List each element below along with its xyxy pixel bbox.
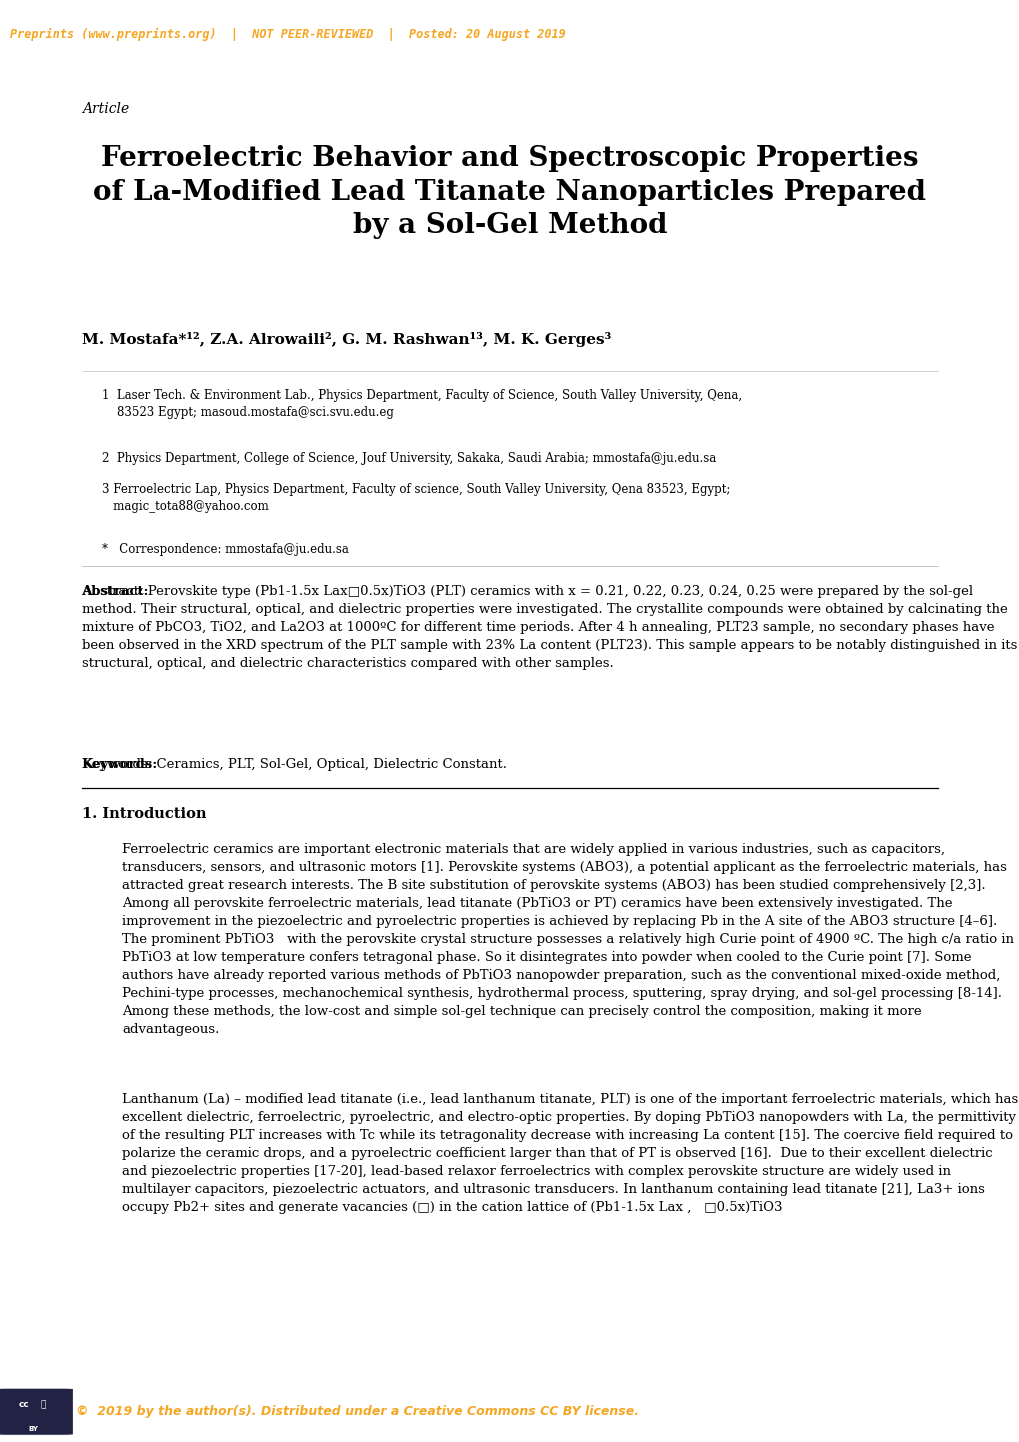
Text: Abstract:: Abstract: xyxy=(82,584,149,597)
FancyBboxPatch shape xyxy=(0,1389,73,1435)
Text: M. Mostafa*¹², Z.A. Alrowaili², G. M. Rashwan¹³, M. K. Gerges³: M. Mostafa*¹², Z.A. Alrowaili², G. M. Ra… xyxy=(82,332,610,346)
Text: ©  2019 by the author(s). Distributed under a Creative Commons CC BY license.: © 2019 by the author(s). Distributed und… xyxy=(76,1405,639,1419)
Text: 2  Physics Department, College of Science, Jouf University, Sakaka, Saudi Arabia: 2 Physics Department, College of Science… xyxy=(102,451,715,464)
Text: ⓘ: ⓘ xyxy=(41,1400,46,1409)
Text: Lanthanum (La) – modified lead titanate (i.e., lead lanthanum titanate, PLT) is : Lanthanum (La) – modified lead titanate … xyxy=(122,1093,1018,1214)
Text: Ferroelectric ceramics are important electronic materials that are widely applie: Ferroelectric ceramics are important ele… xyxy=(122,842,1014,1035)
Text: Keywords: Ceramics, PLT, Sol-Gel, Optical, Dielectric Constant.: Keywords: Ceramics, PLT, Sol-Gel, Optica… xyxy=(82,758,506,771)
Text: Preprints (www.preprints.org)  |  NOT PEER-REVIEWED  |  Posted: 20 August 2019: Preprints (www.preprints.org) | NOT PEER… xyxy=(10,27,566,42)
Text: *   Correspondence: mmostafa@ju.edu.sa: * Correspondence: mmostafa@ju.edu.sa xyxy=(102,542,348,555)
Text: 1. Introduction: 1. Introduction xyxy=(82,808,206,822)
Text: doi:10.20944/preprints201908.0209.v1: doi:10.20944/preprints201908.0209.v1 xyxy=(753,27,1009,42)
Text: Ferroelectric Behavior and Spectroscopic Properties
of La-Modified Lead Titanate: Ferroelectric Behavior and Spectroscopic… xyxy=(94,146,925,239)
Text: Keywords:: Keywords: xyxy=(82,758,158,771)
Text: Abstract: Perovskite type (Pb1-1.5x Lax□0.5x)TiO3 (PLT) ceramics with x = 0.21, : Abstract: Perovskite type (Pb1-1.5x Lax□… xyxy=(82,584,1016,669)
Text: cc: cc xyxy=(18,1400,30,1409)
Text: BY: BY xyxy=(29,1426,39,1432)
Text: Article: Article xyxy=(82,102,128,117)
Text: 1  Laser Tech. & Environment Lab., Physics Department, Faculty of Science, South: 1 Laser Tech. & Environment Lab., Physic… xyxy=(102,389,742,420)
Text: 3 Ferroelectric Lap, Physics Department, Faculty of science, South Valley Univer: 3 Ferroelectric Lap, Physics Department,… xyxy=(102,483,730,513)
